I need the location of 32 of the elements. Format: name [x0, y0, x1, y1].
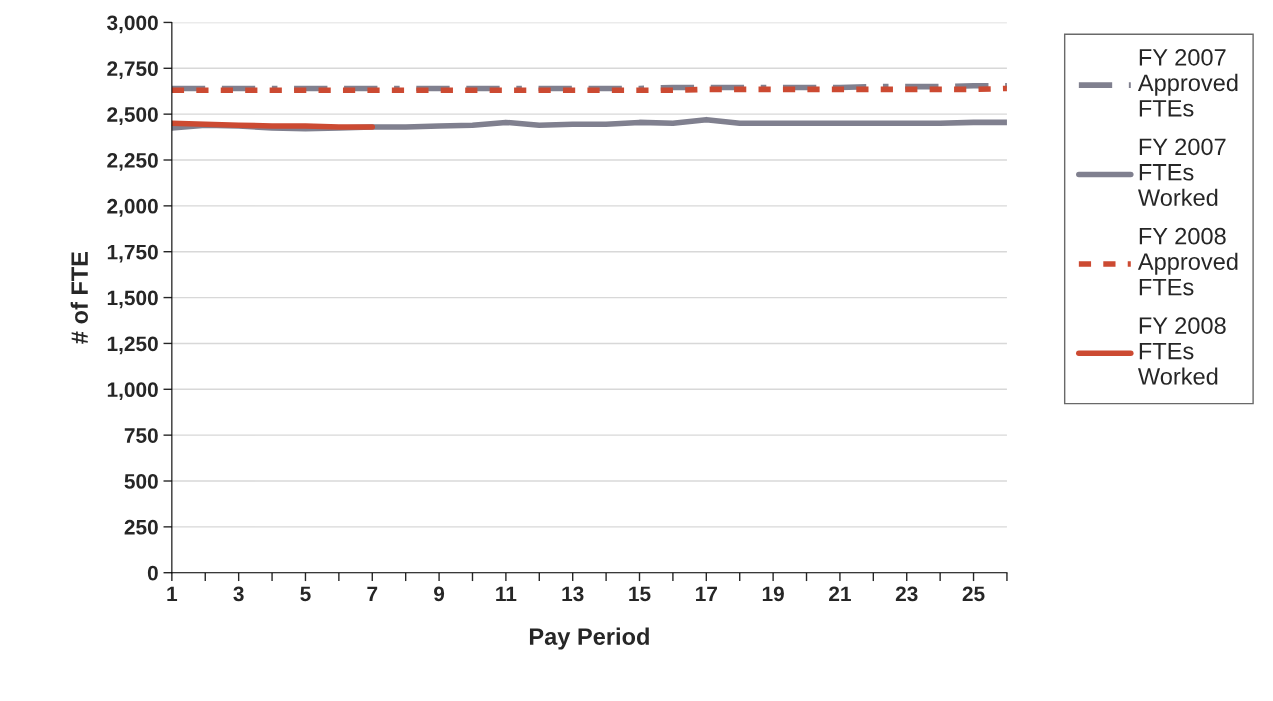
x-tick-label: 17 — [696, 586, 717, 602]
y-tick-label: 500 — [124, 474, 158, 489]
x-tick-label: 11 — [496, 586, 517, 602]
x-tick-label: 3 — [233, 586, 244, 602]
x-tick-label: 21 — [829, 586, 851, 602]
x-tick-label: 15 — [629, 586, 651, 602]
y-tick-label: 3,000 — [107, 15, 158, 34]
x-tick-label: 1 — [167, 586, 178, 602]
y-tick-label: 1,250 — [107, 336, 158, 355]
y-tick-label: 1,500 — [107, 290, 158, 309]
y-tick-label: 2,500 — [107, 107, 158, 125]
y-tick-label: 250 — [124, 519, 158, 535]
y-tick-label: 2,750 — [107, 61, 158, 80]
x-tick-label: 19 — [762, 586, 784, 602]
x-tick-label: 7 — [367, 586, 378, 602]
legend-label: FY 2008 Approved FTEs — [1137, 227, 1238, 296]
x-tick-label: 25 — [962, 586, 985, 602]
legend-label: FY 2007 FTEs Worked — [1137, 138, 1226, 207]
y-tick-label: 1,750 — [107, 244, 158, 263]
y-tick-label: 0 — [147, 565, 158, 581]
legend-label: FY 2007 Approved FTEs — [1137, 49, 1238, 117]
y-tick-label: 750 — [124, 428, 158, 443]
y-tick-label: 2,000 — [107, 198, 158, 217]
legend-label: FY 2008 FTEs Worked — [1137, 317, 1226, 385]
y-axis-title: # of FTE — [70, 251, 88, 344]
x-axis-title: Pay Period — [529, 627, 649, 650]
y-tick-label: 2,250 — [107, 153, 158, 171]
x-tick-label: 23 — [895, 586, 918, 602]
y-tick-label: 1,000 — [107, 382, 158, 401]
x-tick-label: 5 — [300, 586, 311, 602]
x-tick-label: 9 — [434, 586, 445, 602]
x-tick-label: 13 — [562, 586, 584, 602]
